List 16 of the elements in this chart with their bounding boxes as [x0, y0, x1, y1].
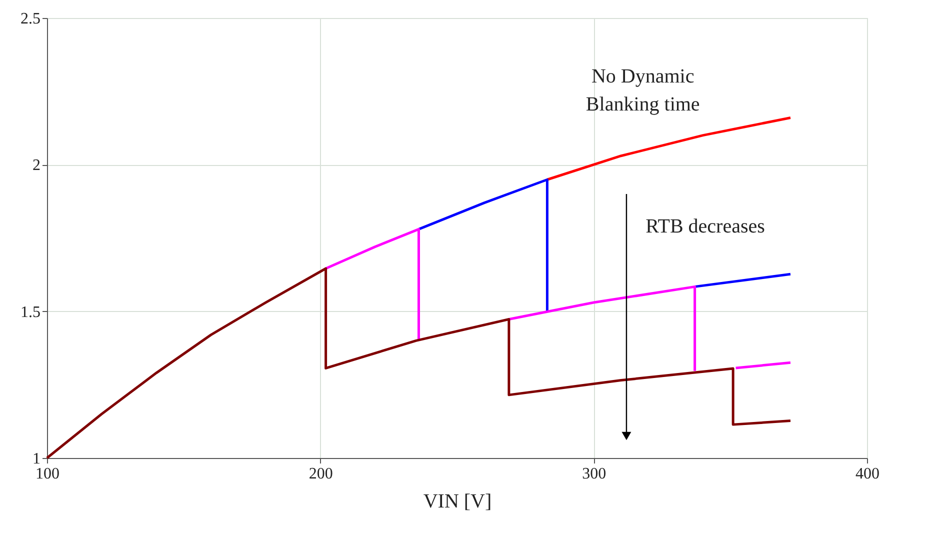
x-tick-label: 100: [36, 466, 60, 482]
line-series: [324, 228, 420, 342]
x-tick-label: 300: [582, 466, 606, 482]
line-series: [546, 116, 792, 181]
y-tick-label: 1.5: [20, 304, 40, 321]
line-series: [46, 267, 792, 460]
line-series: [417, 178, 548, 312]
line-series: [508, 285, 696, 372]
annotation: No Dynamic Blanking time: [586, 66, 700, 116]
x-tick-label: 400: [856, 466, 880, 482]
annotation: RTB decreases: [646, 215, 766, 238]
x-axis-title: VIN [V]: [423, 490, 492, 512]
y-tick-label: 1: [32, 450, 40, 468]
x-tick-label: 200: [308, 466, 333, 482]
y-tick-label: 2.5: [20, 10, 40, 28]
y-tick-label: 2: [32, 157, 40, 174]
